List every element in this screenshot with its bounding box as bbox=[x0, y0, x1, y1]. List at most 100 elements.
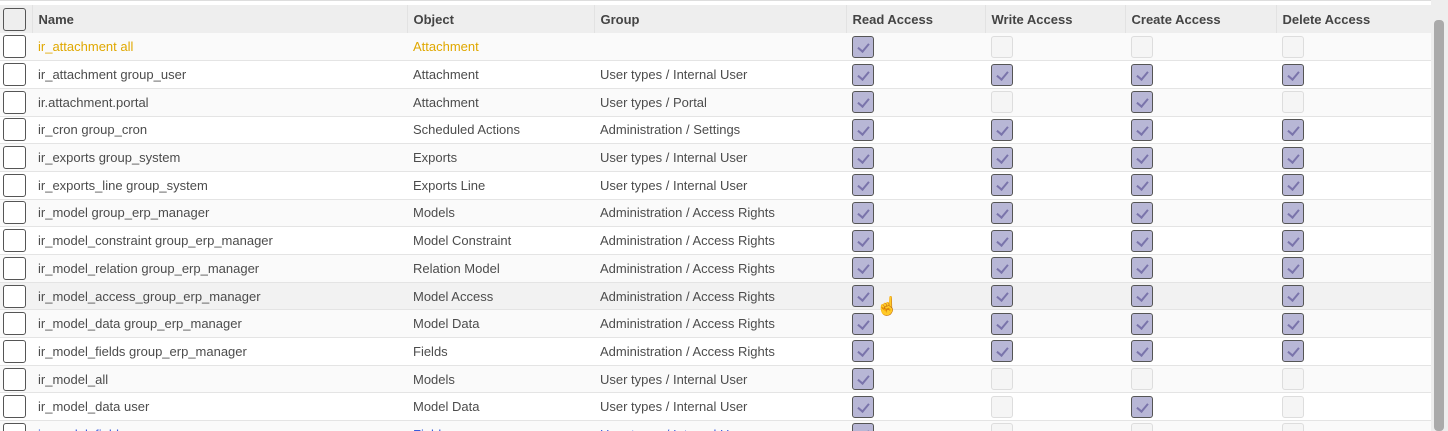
create-access-checkbox[interactable] bbox=[1131, 395, 1153, 418]
row-select-checkbox[interactable] bbox=[3, 118, 26, 142]
write-access-checkbox[interactable] bbox=[991, 423, 1013, 431]
table-row[interactable]: ir_attachment group_user Attachment User… bbox=[0, 60, 1431, 89]
create-access-checkbox[interactable] bbox=[1131, 423, 1153, 431]
row-select-checkbox[interactable] bbox=[3, 312, 26, 336]
table-row[interactable]: ir_model_access_group_erp_manager Model … bbox=[0, 282, 1431, 311]
column-group[interactable]: Group bbox=[593, 5, 846, 33]
write-access-checkbox[interactable] bbox=[991, 312, 1013, 335]
create-access-checkbox[interactable] bbox=[1131, 146, 1153, 169]
row-select-checkbox[interactable] bbox=[3, 35, 26, 59]
column-write-access[interactable]: Write Access bbox=[984, 5, 1125, 33]
create-access-checkbox[interactable] bbox=[1131, 91, 1153, 114]
write-access-checkbox[interactable] bbox=[991, 118, 1013, 141]
delete-access-checkbox[interactable] bbox=[1282, 423, 1304, 431]
row-select-checkbox[interactable] bbox=[3, 395, 26, 419]
write-access-checkbox[interactable] bbox=[991, 368, 1013, 391]
table-row[interactable]: ir_exports_line group_system Exports Lin… bbox=[0, 171, 1431, 200]
read-access-checkbox[interactable] bbox=[852, 285, 874, 308]
row-select-checkbox[interactable] bbox=[3, 422, 26, 431]
row-select-checkbox[interactable] bbox=[3, 284, 26, 308]
write-access-checkbox[interactable] bbox=[991, 395, 1013, 418]
column-read-access[interactable]: Read Access bbox=[845, 5, 985, 33]
create-access-checkbox[interactable] bbox=[1131, 63, 1153, 86]
scrollbar-thumb[interactable] bbox=[1434, 20, 1444, 431]
vertical-scrollbar[interactable] bbox=[1431, 0, 1448, 431]
table-row[interactable]: ir_model_relation group_erp_manager Rela… bbox=[0, 254, 1431, 283]
delete-access-checkbox[interactable] bbox=[1282, 368, 1304, 391]
create-access-checkbox[interactable] bbox=[1131, 174, 1153, 197]
read-access-checkbox[interactable] bbox=[852, 423, 874, 431]
row-select-checkbox[interactable] bbox=[3, 146, 26, 170]
read-access-checkbox[interactable] bbox=[852, 312, 874, 335]
table-row[interactable]: ir_cron group_cron Scheduled Actions Adm… bbox=[0, 116, 1431, 145]
read-access-checkbox[interactable] bbox=[852, 340, 874, 363]
write-access-checkbox[interactable] bbox=[991, 174, 1013, 197]
delete-access-checkbox[interactable] bbox=[1282, 285, 1304, 308]
write-access-checkbox[interactable] bbox=[991, 63, 1013, 86]
delete-access-checkbox[interactable] bbox=[1282, 340, 1304, 363]
read-access-checkbox[interactable] bbox=[852, 368, 874, 391]
table-row[interactable]: ir_model_fields group_erp_manager Fields… bbox=[0, 337, 1431, 366]
table-row[interactable]: ir_model_data user Model Data User types… bbox=[0, 392, 1431, 422]
delete-access-checkbox[interactable] bbox=[1282, 63, 1304, 86]
table-row[interactable]: ir.attachment.portal Attachment User typ… bbox=[0, 88, 1431, 117]
write-access-checkbox[interactable] bbox=[991, 91, 1013, 114]
delete-access-checkbox[interactable] bbox=[1282, 312, 1304, 335]
delete-access-checkbox[interactable] bbox=[1282, 257, 1304, 280]
delete-access-checkbox[interactable] bbox=[1282, 91, 1304, 114]
delete-access-checkbox[interactable] bbox=[1282, 395, 1304, 418]
read-access-checkbox[interactable] bbox=[852, 118, 874, 141]
read-access-checkbox[interactable] bbox=[852, 146, 874, 169]
write-access-checkbox[interactable] bbox=[991, 229, 1013, 252]
read-access-checkbox[interactable] bbox=[852, 257, 874, 280]
write-access-checkbox[interactable] bbox=[991, 201, 1013, 224]
delete-access-checkbox[interactable] bbox=[1282, 174, 1304, 197]
table-row[interactable]: ir_attachment all Attachment bbox=[0, 33, 1431, 62]
row-select-checkbox[interactable] bbox=[3, 90, 26, 114]
row-select-checkbox[interactable] bbox=[3, 173, 26, 197]
column-create-access[interactable]: Create Access bbox=[1124, 5, 1276, 33]
write-access-checkbox[interactable] bbox=[991, 35, 1013, 58]
write-access-checkbox[interactable] bbox=[991, 257, 1013, 280]
column-delete-access[interactable]: Delete Access bbox=[1275, 5, 1431, 33]
table-row[interactable]: ir_model_data group_erp_manager Model Da… bbox=[0, 309, 1431, 339]
read-access-checkbox[interactable] bbox=[852, 395, 874, 418]
row-select-checkbox[interactable] bbox=[3, 367, 26, 391]
create-access-checkbox[interactable] bbox=[1131, 229, 1153, 252]
table-row[interactable]: ir_exports group_system Exports User typ… bbox=[0, 143, 1431, 172]
create-access-checkbox[interactable] bbox=[1131, 368, 1153, 391]
read-access-checkbox[interactable] bbox=[852, 63, 874, 86]
read-access-checkbox[interactable] bbox=[852, 229, 874, 252]
delete-access-checkbox[interactable] bbox=[1282, 35, 1304, 58]
create-access-checkbox[interactable] bbox=[1131, 257, 1153, 280]
create-access-checkbox[interactable] bbox=[1131, 285, 1153, 308]
read-access-checkbox[interactable] bbox=[852, 174, 874, 197]
row-select-checkbox[interactable] bbox=[3, 63, 26, 87]
row-select-checkbox[interactable] bbox=[3, 339, 26, 363]
delete-access-checkbox[interactable] bbox=[1282, 146, 1304, 169]
row-select-checkbox[interactable] bbox=[3, 229, 26, 253]
write-access-checkbox[interactable] bbox=[991, 340, 1013, 363]
read-access-checkbox[interactable] bbox=[852, 35, 874, 58]
column-name[interactable]: Name bbox=[31, 5, 407, 33]
read-access-checkbox[interactable] bbox=[852, 201, 874, 224]
create-access-checkbox[interactable] bbox=[1131, 340, 1153, 363]
table-row[interactable]: ir_model group_erp_manager Models Admini… bbox=[0, 199, 1431, 228]
create-access-checkbox[interactable] bbox=[1131, 312, 1153, 335]
write-access-checkbox[interactable] bbox=[991, 285, 1013, 308]
table-row[interactable]: ir_model_all Models User types / Interna… bbox=[0, 365, 1431, 394]
table-row[interactable]: ir_model_constraint group_erp_manager Mo… bbox=[0, 226, 1431, 255]
select-all-checkbox[interactable] bbox=[3, 7, 26, 31]
create-access-checkbox[interactable] bbox=[1131, 118, 1153, 141]
row-select-checkbox[interactable] bbox=[3, 256, 26, 280]
delete-access-checkbox[interactable] bbox=[1282, 229, 1304, 252]
delete-access-checkbox[interactable] bbox=[1282, 118, 1304, 141]
column-object[interactable]: Object bbox=[406, 5, 594, 33]
delete-access-checkbox[interactable] bbox=[1282, 201, 1304, 224]
write-access-checkbox[interactable] bbox=[991, 146, 1013, 169]
table-row[interactable]: ir_model_fields user Fields User types /… bbox=[0, 420, 1431, 431]
read-access-checkbox[interactable] bbox=[852, 91, 874, 114]
create-access-checkbox[interactable] bbox=[1131, 35, 1153, 58]
row-select-checkbox[interactable] bbox=[3, 201, 26, 225]
create-access-checkbox[interactable] bbox=[1131, 201, 1153, 224]
